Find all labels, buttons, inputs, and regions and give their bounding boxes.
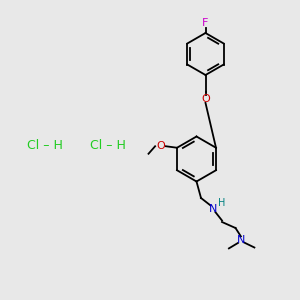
Text: O: O bbox=[156, 141, 165, 151]
Text: Cl – H: Cl – H bbox=[27, 139, 63, 152]
Text: N: N bbox=[209, 203, 217, 214]
Text: N: N bbox=[237, 235, 245, 245]
Text: O: O bbox=[201, 94, 210, 104]
Text: F: F bbox=[202, 18, 209, 28]
Text: H: H bbox=[218, 198, 225, 208]
Text: Cl – H: Cl – H bbox=[90, 139, 126, 152]
